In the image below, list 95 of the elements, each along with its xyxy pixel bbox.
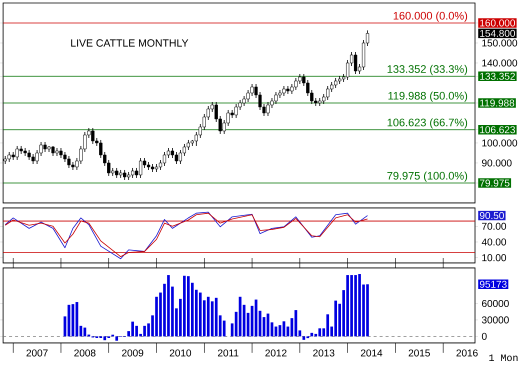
bar [167,275,170,336]
y-tick-label: 0 [482,332,487,340]
bar [318,328,322,336]
y-tick-label: 140.000 [482,59,518,67]
x-tick-label: 2014 [360,349,382,357]
candlestick [63,152,67,162]
ref-line-label: 119.988 (50.0%) [388,92,468,102]
y-tick-label: 133.352 [480,72,515,80]
x-tick-label: 2015 [408,349,430,357]
candlestick [282,86,286,96]
candlestick [334,78,338,88]
candlestick [27,150,31,160]
bar [278,325,282,336]
candlestick [290,84,294,94]
candlestick [123,170,126,180]
candlestick [59,148,63,158]
y-tick-label: 106.623 [480,126,515,134]
candlestick [354,52,358,74]
y-tick-label: 60000 [482,300,509,308]
bar [366,284,369,336]
bar [214,298,218,336]
y-tick-label: 150.000 [482,39,518,47]
ref-line-label: 133.352 (33.3%) [388,64,468,76]
candlestick [16,146,19,160]
y-tick-label: 90.000 [482,159,512,167]
bar [350,275,353,336]
candlestick [178,150,182,164]
bar [198,292,202,336]
text: 154.800 [480,30,516,37]
candlestick [43,142,47,152]
bar [294,310,298,336]
text: LIVE CATTLE MONTHLY [71,39,188,47]
bar [254,300,258,336]
bar [274,326,278,336]
x-tick-label: 2007 [26,349,48,357]
candlestick [67,156,71,168]
bar [334,300,338,336]
candlestick [51,146,55,156]
candlestick [234,104,238,118]
ref-line-label: 79.975 (100.0%) [387,172,468,182]
bar [143,326,146,336]
bar [76,302,78,336]
candlestick [326,86,330,100]
candlestick [294,78,298,90]
x-tick-label: 2008 [74,349,96,357]
x-tick-label: 2009 [122,349,144,357]
y-tick-label: 40.00 [482,238,506,246]
ref-line-label: 160.000 (0.0%) [394,12,468,22]
y-tick-label: 70.00 [482,222,506,230]
text: 1 Mon [489,354,518,362]
candlestick [274,92,278,104]
candlestick [130,168,134,178]
candlestick [250,84,254,96]
ref-line-label: 106.623 (66.7%) [388,118,468,129]
candlestick [8,152,11,162]
text: 95173 [480,280,507,288]
bar [302,336,306,340]
y-tick-label: 100.000 [482,139,518,147]
candlestick [115,168,118,178]
y-tick-label: 10.00 [482,254,506,262]
bar [358,274,361,336]
x-tick-label: 2010 [170,349,192,357]
bar [310,332,314,336]
bar [72,304,74,336]
candlestick [138,158,142,178]
bar [326,314,330,336]
x-tick-label: 2011 [218,349,238,357]
bar [131,322,134,336]
bar [155,296,158,336]
bar [238,296,242,336]
y-tick-label: 30000 [482,316,509,324]
bar [266,314,270,336]
text: 90.50 [480,212,504,220]
x-tick-label: 2016 [456,349,478,357]
bar [84,328,86,336]
bar [346,275,349,336]
candlestick [266,102,270,116]
bar [206,296,210,336]
bar [210,301,214,336]
bar [135,326,138,336]
bar [183,276,186,336]
candlestick [170,148,174,158]
y-tick-label: 79.975 [480,180,510,187]
bar [354,275,357,336]
y-tick-label: 119.988 [480,100,514,107]
x-tick-label: 2012 [265,349,287,357]
candlestick [174,152,178,164]
bar [187,276,190,336]
candlestick [91,128,94,144]
bar [68,304,70,336]
bar [282,321,286,336]
candlestick [31,154,35,164]
candlestick [162,152,166,166]
x-tick-label: 2013 [313,349,334,357]
y-tick-label: 160.000 [480,20,516,27]
